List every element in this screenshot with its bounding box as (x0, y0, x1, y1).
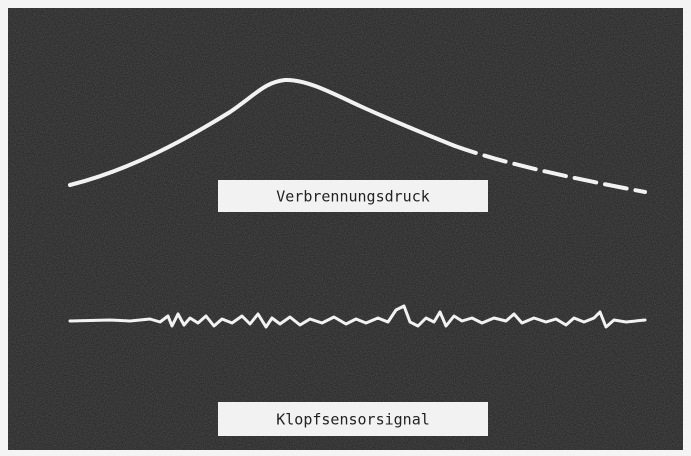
pressure-trace-dashed (453, 144, 647, 194)
pressure-trace (68, 77, 457, 187)
upper-label: Verbrennungsdruck (276, 188, 430, 206)
label-box (218, 402, 488, 436)
lower-label: Klopfsensorsignal (276, 411, 430, 429)
screen-grain (8, 8, 683, 450)
label-box (218, 180, 488, 212)
knock-sensor-trace (68, 304, 647, 329)
